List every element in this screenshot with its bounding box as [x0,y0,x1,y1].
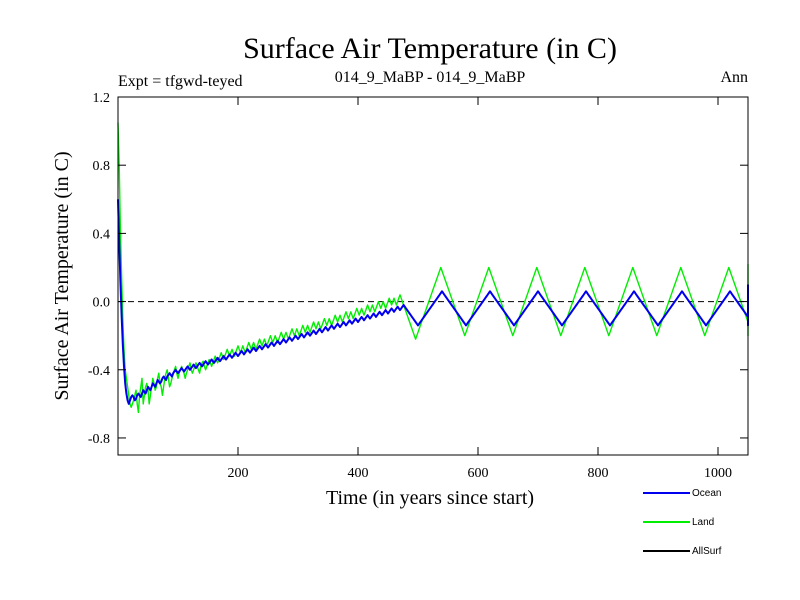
plot-frame [117,96,749,456]
x-tick-label: 800 [588,466,609,481]
series-line-ocean [117,199,749,405]
y-tick-label: -0.8 [88,432,110,447]
chart-title: Surface Air Temperature (in C) [243,32,617,65]
x-axis-label: Time (in years since start) [326,487,534,509]
y-tick-label: 0.4 [93,227,111,242]
season-label: Ann [720,69,748,86]
plot-area [117,122,749,414]
legend-label-land: Land [692,517,714,528]
series-line-land [117,122,749,414]
axis-ticks: 200 400 600 800 1000 -0.8 -0.4 0.0 0.4 0.8 1.2 [88,91,748,481]
y-tick-label: 0.8 [93,159,111,174]
x-tick-label: 200 [228,466,249,481]
legend: Ocean Land AllSurf [643,488,722,557]
x-tick-label: 400 [348,466,369,481]
period-label: 014_9_MaBP - 014_9_MaBP [335,69,526,86]
x-tick-label: 1000 [704,466,732,481]
x-tick-label: 600 [468,466,489,481]
experiment-label: Expt = tfgwd-teyed [118,73,243,90]
y-tick-label: 1.2 [93,91,111,106]
y-tick-label: 0.0 [93,296,111,311]
y-axis-label: Surface Air Temperature (in C) [51,151,73,400]
legend-label-ocean: Ocean [692,488,721,499]
legend-label-allsurf: AllSurf [692,546,722,557]
y-tick-label: -0.4 [88,364,110,379]
